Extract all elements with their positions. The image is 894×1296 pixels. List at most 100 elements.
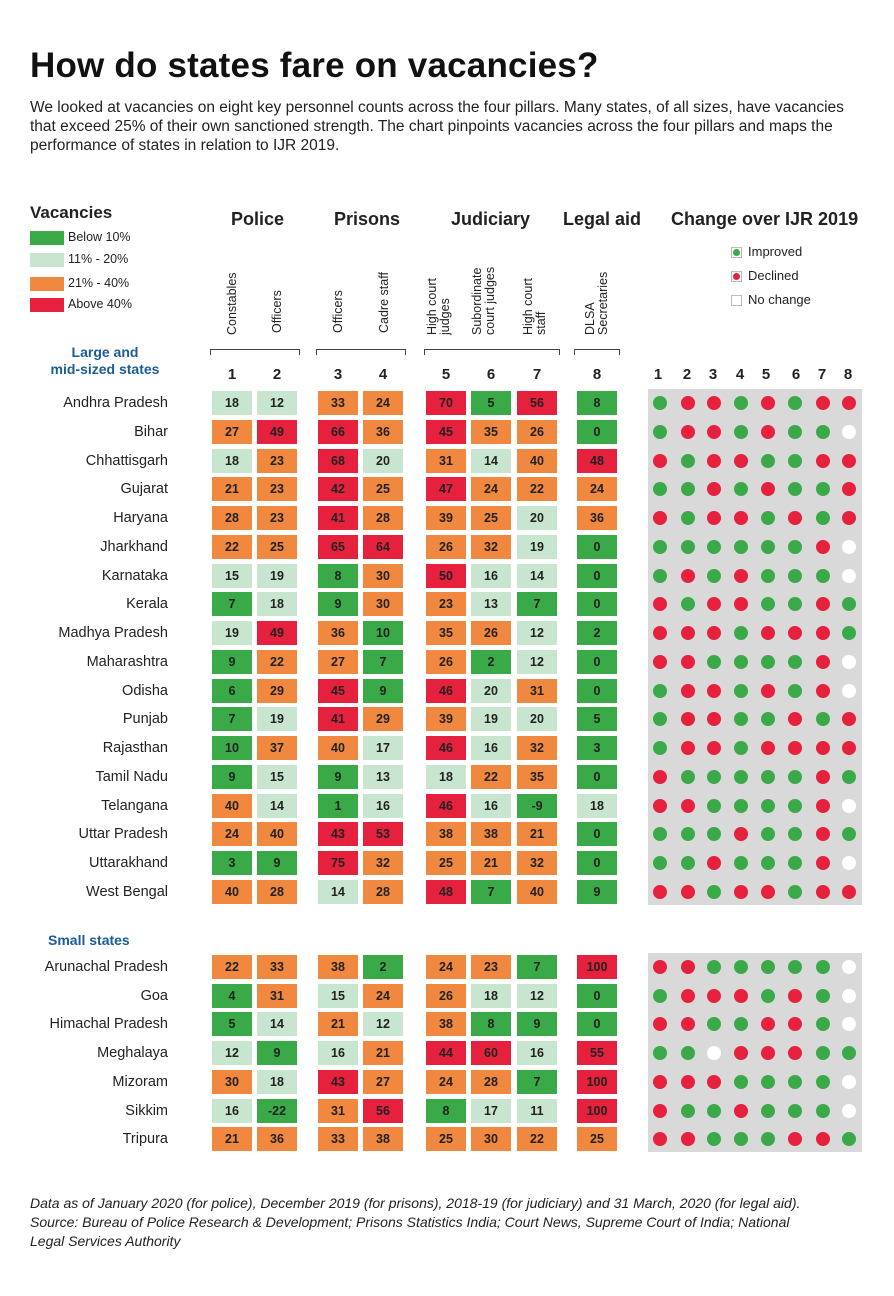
declined-dot-icon	[681, 654, 695, 669]
vacancy-cell: 23	[471, 955, 511, 979]
improved-dot-icon	[816, 511, 830, 526]
vacancy-cell: 26	[471, 621, 511, 646]
intro-text: We looked at vacancies on eight key pers…	[30, 99, 844, 154]
declined-dot-icon	[707, 1074, 721, 1089]
improved-dot-icon	[734, 712, 748, 727]
vacancy-cell: 9	[363, 678, 403, 703]
state-name: Telangana	[101, 797, 168, 814]
vacancy-cell: 0	[577, 1012, 617, 1037]
vacancy-cell: 24	[212, 822, 252, 847]
vacancy-cell: 16	[212, 1098, 252, 1123]
vacancy-cell: 26	[426, 649, 466, 674]
declined-dot-icon	[788, 741, 802, 756]
vacancy-cell: 12	[517, 983, 557, 1008]
improved-dot-icon	[761, 654, 775, 669]
improved-dot-icon	[788, 884, 802, 899]
legend-label: 11% - 20%	[68, 252, 129, 266]
improved-dot-icon	[734, 769, 748, 784]
vacancy-cell: 30	[212, 1069, 252, 1094]
vacancy-cell: 32	[471, 534, 511, 559]
improved-dot-icon	[653, 856, 667, 871]
improved-dot-icon	[653, 988, 667, 1003]
vacancy-cell: 100	[577, 1069, 617, 1094]
vacancy-cell: 64	[363, 534, 403, 559]
vacancy-cell: -22	[257, 1098, 297, 1123]
vacancy-cell: 0	[577, 534, 617, 559]
declined-dot-icon	[653, 453, 667, 468]
vacancy-cell: 0	[577, 592, 617, 617]
vacancy-cell: 9	[577, 879, 617, 904]
improved-dot-icon	[681, 769, 695, 784]
pillar-legal-aid: Legal aid	[563, 209, 642, 229]
vacancy-cell: 22	[257, 649, 297, 674]
declined-dot-icon	[653, 769, 667, 784]
improved-dot-icon	[681, 856, 695, 871]
improved-dot-icon	[653, 396, 667, 410]
vacancy-cell: 32	[517, 736, 557, 761]
vacancy-cell: 7	[212, 592, 252, 617]
declined-dot-icon	[816, 396, 830, 410]
change-key-label: No change	[748, 292, 811, 307]
improved-dot-icon	[761, 769, 775, 784]
vacancy-cell: 18	[212, 448, 252, 473]
vacancy-cell: 26	[426, 983, 466, 1008]
legend-swatch	[30, 277, 64, 291]
col-label-subordinate-judges: Subordinate court judges	[470, 266, 497, 335]
declined-dot-icon	[816, 683, 830, 698]
improved-dot-icon	[761, 539, 775, 554]
vacancy-cell: 5	[212, 1012, 252, 1037]
declined-dot-icon	[788, 511, 802, 526]
vacancy-cell: 39	[426, 506, 466, 531]
improved-dot-icon	[761, 712, 775, 727]
vacancy-cell: 9	[318, 764, 358, 789]
state-name: Sikkim	[125, 1102, 168, 1119]
declined-dot-icon	[761, 396, 775, 410]
declined-dot-icon	[653, 1074, 667, 1089]
vacancy-cell: 23	[257, 506, 297, 531]
improved-dot-icon	[653, 482, 667, 497]
vacancy-cell: 32	[363, 851, 403, 876]
improved-dot-icon	[707, 769, 721, 784]
improved-dot-icon	[761, 1103, 775, 1118]
declined-dot-icon	[653, 597, 667, 612]
declined-dot-icon	[816, 654, 830, 669]
vacancy-cell: 31	[517, 678, 557, 703]
col-label-hc-staff: High court staff	[521, 278, 548, 335]
vacancy-cell: 7	[517, 955, 557, 979]
vacancy-cell: 0	[577, 649, 617, 674]
improved-dot-icon	[707, 884, 721, 899]
vacancy-cell: 15	[257, 764, 297, 789]
vacancy-cell: 40	[212, 879, 252, 904]
declined-dot-icon	[681, 1017, 695, 1032]
improved-dot-icon	[816, 482, 830, 497]
vacancy-cell: 12	[517, 621, 557, 646]
column-number: 8	[592, 366, 602, 383]
declined-dot-icon	[707, 511, 721, 526]
vacancy-cell: 40	[517, 448, 557, 473]
no-change-dot-icon	[842, 1074, 856, 1089]
vacancy-cell: 45	[426, 419, 466, 444]
change-title: Change over IJR 2019	[671, 209, 859, 229]
vacancy-cell: 14	[318, 879, 358, 904]
col-label-constables: Constables	[225, 272, 239, 335]
improved-dot-icon	[761, 597, 775, 612]
improved-dot-icon	[653, 568, 667, 583]
state-name: Madhya Pradesh	[58, 625, 168, 642]
improved-dot-icon	[788, 798, 802, 813]
improved-dot-icon	[842, 827, 856, 842]
state-name: Jharkhand	[100, 538, 168, 555]
vacancy-cell: 31	[426, 448, 466, 473]
vacancy-cell: 40	[257, 822, 297, 847]
improved-dot-icon	[734, 396, 748, 410]
improved-dot-icon	[734, 424, 748, 439]
vacancy-cell: 25	[426, 851, 466, 876]
vacancy-cell: 39	[426, 707, 466, 732]
improved-dot-icon	[761, 856, 775, 871]
declined-dot-icon	[816, 884, 830, 899]
no-change-dot-icon	[707, 1046, 721, 1061]
vacancy-cell: 18	[212, 391, 252, 415]
vacancy-cell: 18	[471, 983, 511, 1008]
declined-dot-icon	[681, 424, 695, 439]
vacancy-cell: 7	[517, 1069, 557, 1094]
vacancy-cell: 35	[426, 621, 466, 646]
